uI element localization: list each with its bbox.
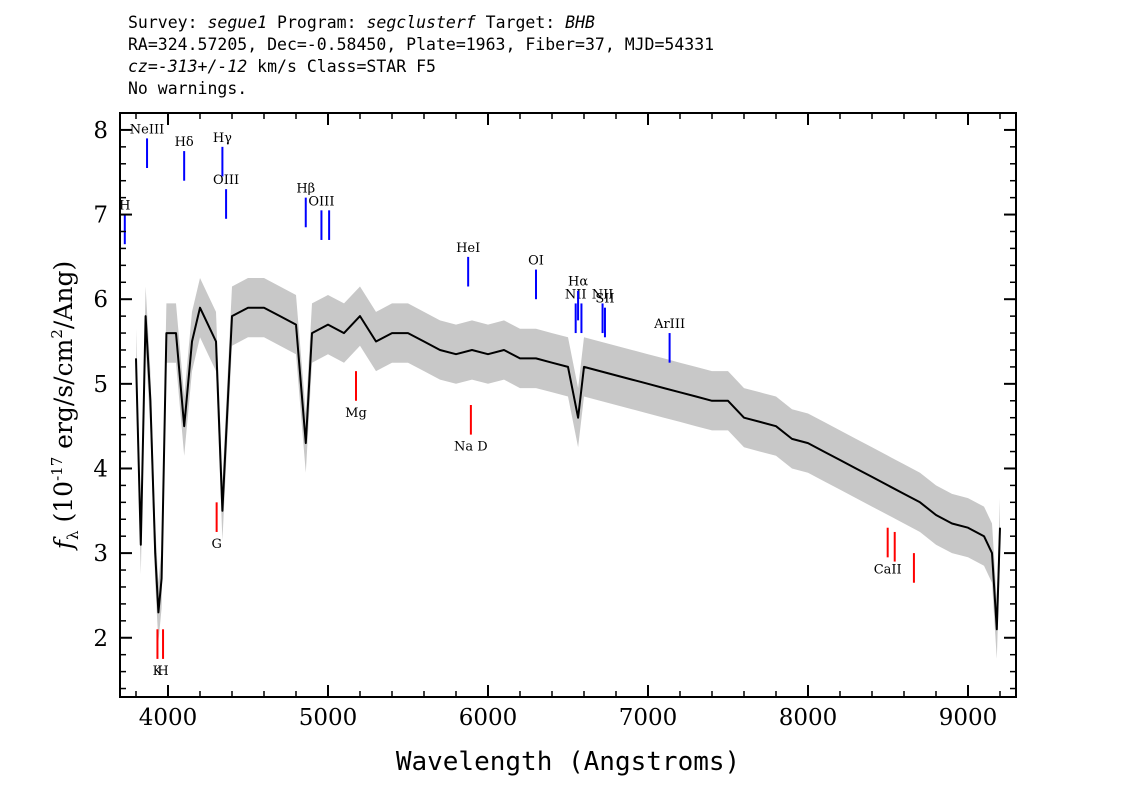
emission-line-label: ArIII [653,317,685,332]
survey-value: segue1 [207,13,268,32]
header-line-redshift: cz=-313+/-12 km/s Class=STAR F5 [128,56,714,78]
y-tick-label: 4 [93,456,108,482]
emission-line-label: H [119,199,130,214]
y-axis-sub: λ [64,530,82,540]
y-axis-close: /Ang) [49,261,78,329]
error-band-layer [136,278,1000,659]
y-tick-label: 7 [93,203,108,229]
y-axis-open: (10 [49,481,78,531]
x-axis-title: Wavelength (Angstroms) [396,747,740,777]
x-tick-label: 9000 [939,705,998,731]
survey-label: Survey: [128,13,198,32]
absorption-line-label: G [211,537,221,552]
x-tick-label: 6000 [459,705,518,731]
absorption-line-label: H [157,664,168,679]
emission-line-label: Hγ [213,131,232,146]
y-tick-label: 8 [93,118,108,144]
series-layer [135,306,1001,631]
y-tick-label: 5 [93,372,108,398]
y-axis-exp2: 2 [48,329,66,339]
absorption-line-label: Mg [345,406,367,421]
emission-line-label: Hδ [175,135,194,150]
header-line-coords: RA=324.57205, Dec=-0.58450, Plate=1963, … [128,35,715,54]
x-tick-label: 8000 [779,705,838,731]
y-tick-label: 3 [93,541,108,567]
program-label: Program: [277,13,357,32]
spectrum-line [135,306,1001,631]
emission-line-label: NeIII [130,122,164,137]
error-band [136,278,1000,659]
y-axis-f: f [49,536,78,551]
emission-line-label: Hα [568,275,588,290]
absorption-line-label: Na D [454,440,488,455]
emission-line-label: NII [592,287,614,302]
cz-suffix: km/s Class=STAR F5 [247,57,436,76]
header-line-warnings: No warnings. [128,79,248,98]
emission-line-label: SII [595,292,614,307]
x-tick-label: 4000 [139,705,198,731]
plot-frame [119,112,1017,698]
y-tick-label: 6 [93,287,108,313]
axis-ticks: 4000 5000 6000 7000 8000 9000 2 3 4 5 6 7 8 [93,112,1016,731]
target-label: Target: [485,13,556,32]
y-axis-mid: erg/s/cm [49,338,78,456]
y-tick-label: 2 [93,626,108,652]
y-axis-exp: -17 [48,457,66,481]
emission-line-label: HeI [456,241,480,256]
emission-line-label: OI [528,254,544,269]
header-line-survey: Survey: segue1 Program: segclusterf Targ… [128,12,714,34]
emission-line-label: OIII [213,173,239,188]
emission-line-label: OIII [308,194,334,209]
emission-line-label: NII [565,287,587,302]
target-value: BHB [565,13,595,32]
emission-line-label: Hβ [296,182,315,197]
y-axis-title: fλ (10-17 erg/s/cm2/Ang) [48,261,82,551]
x-tick-label: 5000 [299,705,358,731]
cz-prefix: cz= [128,57,158,76]
program-value: segclusterf [366,13,476,32]
cz-value: -313+/-12 [157,57,248,76]
absorption-line-label: K [153,664,163,679]
spectrum-header: Survey: segue1 Program: segclusterf Targ… [128,12,714,100]
x-tick-label: 7000 [619,705,678,731]
absorption-line-label: CaII [874,562,902,577]
